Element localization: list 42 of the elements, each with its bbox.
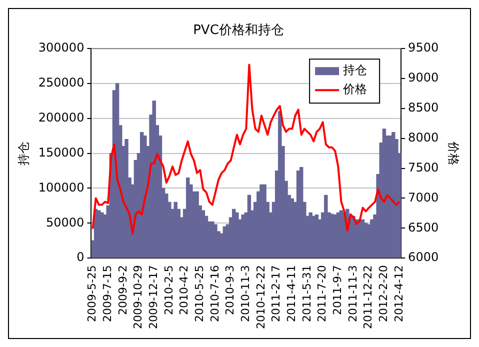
y-tick-label: 100000 [38,180,84,194]
y2-tick-label: 8000 [408,130,439,144]
y2-tick-label: 9000 [408,70,439,85]
x-tick-label: 2010-9-3 [224,265,237,316]
y2-tick-label: 9500 [408,40,439,55]
x-tick-label: 2011-5-31 [300,265,314,322]
y-tick-label: 50000 [46,215,84,230]
x-tick-label: 2010-2-5 [162,265,176,316]
x-tick-label: 2011-7-20 [316,265,329,322]
chart-title: PVC价格和持仓 [193,23,284,38]
legend-label: 持仓 [343,63,368,78]
x-tick-label: 2010-11-3 [238,265,252,322]
x-tick-label: 2009-5-25 [86,265,99,322]
y2-axis-title: 价格 [446,140,461,166]
y2-tick-label: 7000 [408,190,439,204]
x-tick-label: 2009-12-17 [146,265,160,330]
y-tick-label: 0 [76,250,84,264]
y-axis-title: 持仓 [16,141,30,166]
bar [152,100,156,258]
x-tick-label: 2010-4-2 [178,265,191,316]
x-tick-label: 2010-12-22 [254,265,268,330]
x-tick-label: 2012-2-20 [377,265,390,322]
y-tick-label: 300000 [38,40,84,55]
x-tick-label: 2010-7-16 [208,265,222,322]
y-tick-label: 200000 [38,110,84,125]
x-tick-label: 2011-12-22 [362,265,375,330]
y-tick-label: 150000 [38,145,84,160]
x-tick-label: 2009-10-29 [132,265,145,330]
legend-label: 价格 [342,82,368,96]
x-tick-label: 2011-9-7 [331,265,344,316]
x-tick-label: 2011-4-11 [285,265,298,322]
x-tick-label: 2012-4-12 [392,265,406,322]
y-tick-label: 250000 [38,76,84,90]
x-tick-label: 2009-9-2 [116,265,130,316]
y2-tick-label: 7500 [408,160,439,174]
y2-tick-label: 8500 [408,100,439,115]
y2-tick-label: 6000 [408,250,439,264]
x-tick-label: 2010-5-25 [192,265,206,322]
x-tick-label: 2011-2-17 [270,265,283,322]
y2-tick-label: 6500 [408,220,439,234]
x-tick-label: 2011-11-3 [346,265,360,322]
x-tick-label: 2009-7-15 [100,265,114,322]
